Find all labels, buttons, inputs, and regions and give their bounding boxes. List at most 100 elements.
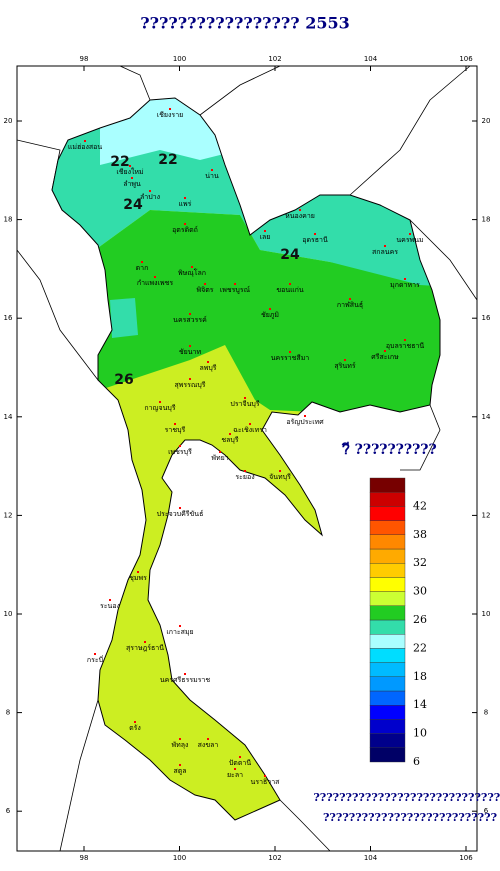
province-dot xyxy=(191,266,193,268)
province-name: ชลบุรี xyxy=(221,436,238,444)
province-name: สงขลา xyxy=(198,741,219,749)
province-name: น่าน xyxy=(205,172,219,180)
latitude-label: 10 xyxy=(4,610,13,618)
province-dot xyxy=(179,625,181,627)
contour-label: 24 xyxy=(123,197,143,213)
country-outline xyxy=(51,97,441,821)
province-dot xyxy=(184,673,186,675)
province-dot xyxy=(289,283,291,285)
province-name: ชุมพร xyxy=(129,574,147,582)
contour-label: 24 xyxy=(280,247,300,263)
province-name: ประจวบคีรีขันธ์ xyxy=(157,510,204,518)
province-name: เกาะสมุย xyxy=(166,628,193,636)
province-dot xyxy=(184,197,186,199)
province-dot xyxy=(219,451,221,453)
colorbar-swatch xyxy=(369,648,406,663)
province-dot xyxy=(349,298,351,300)
province-dot xyxy=(211,169,213,171)
province-name: พัทยา xyxy=(211,454,228,462)
province-dot xyxy=(249,423,251,425)
colorbar: 6 10 14 18 22 26 30 32 38 42 xyxy=(369,477,427,768)
colorbar-swatch xyxy=(369,705,406,720)
province-dot xyxy=(279,470,281,472)
province-name: ตาก xyxy=(136,264,149,272)
province-name: สกลนคร xyxy=(372,248,398,256)
border-line xyxy=(349,65,471,196)
province-dot xyxy=(264,230,266,232)
latitude-label: 14 xyxy=(4,413,13,421)
longitude-label: 102 xyxy=(268,854,281,862)
footer-line: ??????????????????????????? xyxy=(323,811,497,824)
province-dot xyxy=(159,401,161,403)
province-dot xyxy=(384,350,386,352)
province-dot xyxy=(404,278,406,280)
province-dot xyxy=(154,276,156,278)
province-name: ปราจีนบุรี xyxy=(230,400,259,408)
colorbar-label: 30 xyxy=(413,585,427,598)
colorbar-swatch xyxy=(369,591,406,606)
province-dot xyxy=(299,209,301,211)
province-name: พิจิตร xyxy=(196,286,213,294)
colorbar-label: 10 xyxy=(413,727,427,740)
border-line xyxy=(279,799,331,852)
colorbar-swatch xyxy=(369,577,406,592)
colorbar-swatch xyxy=(369,719,406,734)
province-dot xyxy=(129,165,131,167)
province-dot xyxy=(404,339,406,341)
province-dot xyxy=(207,738,209,740)
colorbar-swatch xyxy=(369,548,406,564)
province-dot xyxy=(141,261,143,263)
longitude-label: 104 xyxy=(364,854,378,862)
colorbar-label: 38 xyxy=(413,528,427,541)
province-name: ฉะเชิงเทรา xyxy=(233,426,267,434)
latitude-label: 16 xyxy=(482,314,491,322)
colorbar-swatch xyxy=(369,506,406,521)
latitude-label: 18 xyxy=(4,216,13,224)
colorbar-swatch xyxy=(369,492,406,507)
footer-line: ?????????????????????????????? xyxy=(313,791,500,804)
province-dot xyxy=(109,599,111,601)
legend-title: ?ี ?????????? xyxy=(341,442,437,458)
province-dot xyxy=(144,641,146,643)
province-dot xyxy=(169,108,171,110)
colorbar-swatch xyxy=(369,619,406,635)
province-dot xyxy=(269,308,271,310)
province-name: ระยอง xyxy=(235,473,254,481)
longitude-label: 98 xyxy=(80,854,89,862)
province-dot xyxy=(179,445,181,447)
province-name: แพร่ xyxy=(179,200,192,208)
province-name: นราธิวาส xyxy=(251,778,281,786)
province-name: แม่ฮ่องสอน xyxy=(68,143,102,151)
colorbar-swatch xyxy=(369,520,406,535)
province-name: อุบลราชธานี xyxy=(386,342,425,350)
colorbar-swatch xyxy=(369,690,406,706)
province-name: สุราษฎร์ธานี xyxy=(126,644,164,652)
province-dot xyxy=(137,571,139,573)
province-name: กำแพงเพชร xyxy=(137,279,173,287)
province-name: เชียงราย xyxy=(157,111,183,119)
province-name: กาญจนบุรี xyxy=(144,404,175,412)
longitude-label: 106 xyxy=(459,854,473,862)
province-name: เพชรบูรณ์ xyxy=(220,286,251,294)
province-dot xyxy=(179,507,181,509)
colorbar-swatch xyxy=(369,634,406,649)
province-name: ชัยนาท xyxy=(179,348,202,356)
colorbar-swatch xyxy=(369,534,406,550)
colorbar-label: 26 xyxy=(413,613,427,626)
province-name: กาฬสินธุ์ xyxy=(337,301,363,309)
province-dot xyxy=(134,721,136,723)
province-name: ระนอง xyxy=(100,602,120,610)
latitude-label: 20 xyxy=(482,117,491,125)
latitude-label: 8 xyxy=(484,709,488,717)
province-dot xyxy=(174,423,176,425)
colorbar-label: 32 xyxy=(413,556,427,569)
colorbar-swatch xyxy=(369,747,406,763)
province-dot xyxy=(304,415,306,417)
province-name: นครราชสีมา xyxy=(271,354,310,362)
province-dot xyxy=(244,470,246,472)
province-name: หนองคาย xyxy=(285,212,315,220)
border-line xyxy=(16,249,99,381)
province-name: อุดรธานี xyxy=(302,236,328,244)
province-name: อรัญประเทศ xyxy=(286,418,324,426)
